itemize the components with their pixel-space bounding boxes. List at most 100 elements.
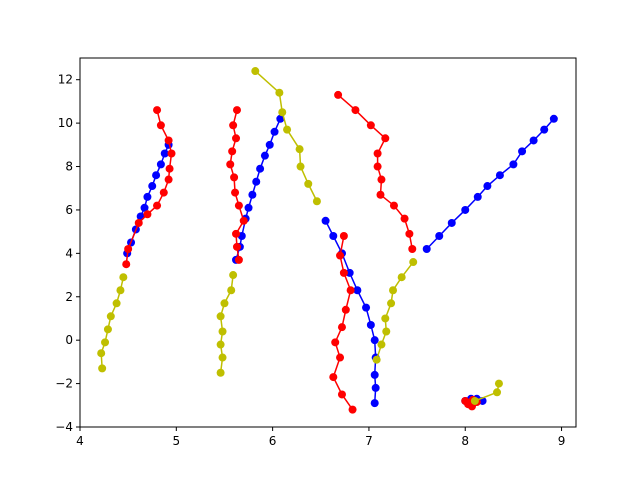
x-tick-label: 6 [269,434,277,448]
data-point [362,303,371,312]
data-point [339,268,348,277]
data-point [331,338,340,347]
data-point [405,229,414,238]
data-point [251,67,260,76]
series-8 [329,231,357,414]
data-point [400,214,409,223]
data-point [397,273,406,282]
data-point [334,90,343,99]
data-point [216,368,225,377]
y-tick-label: 10 [58,116,73,130]
data-point [389,286,398,295]
data-point [373,162,382,171]
data-point [337,323,346,332]
data-point [124,245,133,254]
data-point [276,114,285,123]
data-point [348,405,357,414]
data-point [275,88,284,97]
data-point [159,188,168,197]
data-point [382,327,391,336]
data-point [153,106,162,115]
x-axis: 4 5 6 7 8 9 [76,427,565,448]
series-1 [122,106,176,269]
data-point [409,258,418,267]
data-point [337,390,346,399]
data-point [370,370,379,379]
data-point [152,171,161,180]
data-point [422,245,431,254]
series-2 [97,273,128,373]
series-11 [422,114,558,254]
data-point [226,160,235,169]
data-point [148,182,157,191]
data-point [329,231,338,240]
data-point [218,327,227,336]
data-point [216,340,225,349]
x-tick-label: 9 [558,434,566,448]
data-point [97,349,106,358]
data-point [387,299,396,308]
data-point [389,201,398,210]
y-tick-label: 0 [65,333,73,347]
data-point [283,125,292,134]
data-point [470,396,479,405]
data-point [377,175,386,184]
data-point [256,164,265,173]
data-point [232,242,241,251]
series-9 [334,90,417,254]
data-point [473,192,482,201]
data-point [229,271,238,280]
data-point [119,273,128,282]
data-point [345,268,354,277]
y-tick-label: 2 [65,290,73,304]
y-tick-label: −2 [55,377,73,391]
data-point [252,177,261,186]
series-4 [226,106,248,264]
data-point [122,260,131,269]
data-point [153,201,162,210]
data-point [156,160,165,169]
x-tick-label: 7 [365,434,373,448]
data-point [101,338,110,347]
data-point [295,145,304,154]
data-point [370,336,379,345]
data-point [549,114,558,123]
data-point [239,216,248,225]
data-point [366,121,375,130]
data-point [116,286,125,295]
data-point [296,162,305,171]
data-point [229,121,238,130]
data-point [220,299,229,308]
data-point [218,353,227,362]
data-point [461,205,470,214]
data-point [260,151,269,160]
series-line [332,235,354,411]
data-point [232,106,241,115]
data-point [483,182,492,191]
series-5 [216,271,238,377]
data-point [377,340,386,349]
data-point [381,134,390,143]
x-tick-label: 5 [172,434,180,448]
data-point [540,125,549,134]
y-tick-label: 8 [65,160,73,174]
y-tick-label: −4 [55,420,73,434]
data-point [493,388,502,397]
data-point [248,190,257,199]
data-point [494,379,503,388]
data-point [341,305,350,314]
data-point [234,255,243,264]
data-point [435,231,444,240]
data-point [376,190,385,199]
data-point [234,201,243,210]
data-point [167,149,176,158]
data-point [346,286,355,295]
data-point [353,286,362,295]
y-tick-label: 6 [65,203,73,217]
data-point [228,147,237,156]
data-point [112,299,121,308]
y-tick-label: 12 [58,73,73,87]
data-point [312,197,321,206]
data-point [518,147,527,156]
data-point [106,312,115,321]
